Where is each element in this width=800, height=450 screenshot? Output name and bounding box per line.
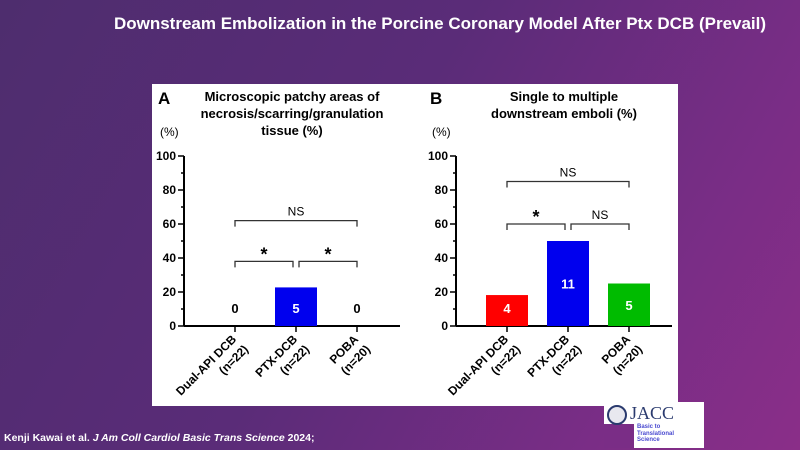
figure-panel: A Microscopic patchy areas of necrosis/sca…	[152, 84, 678, 406]
y-axis-label: (%)	[160, 125, 179, 139]
significance-label: *	[324, 244, 331, 264]
significance-label: NS	[560, 166, 577, 180]
logo-seal-icon	[607, 405, 627, 425]
citation-journal: J Am Coll Cardiol Basic Trans Science	[92, 432, 285, 444]
citation-year: 2024;	[287, 432, 315, 444]
bar	[547, 241, 589, 326]
panel-letter: B	[430, 89, 442, 108]
bar-count-label: 5	[292, 301, 299, 316]
y-tick-label: 0	[169, 319, 176, 333]
bar-count-label: 0	[231, 301, 238, 316]
significance-bracket	[234, 260, 294, 268]
logo-subtitle: Basic to Translational Science	[637, 424, 675, 443]
y-tick-label: 80	[435, 183, 449, 197]
chart-title-line: Single to multiple	[510, 89, 618, 104]
y-tick-label: 60	[435, 217, 449, 231]
bar-count-label: 0	[353, 301, 360, 316]
y-tick-label: 20	[163, 285, 177, 299]
significance-bracket	[298, 260, 358, 268]
citation: Kenji Kawai et al. J Am Coll Cardiol Bas…	[4, 432, 314, 444]
bar-count-label: 5	[625, 298, 632, 313]
chart-title-line: necrosis/scarring/granulation	[201, 106, 384, 121]
significance-bracket	[570, 223, 630, 230]
y-tick-label: 60	[163, 217, 177, 231]
citation-authors: Kenji Kawai et al.	[4, 432, 90, 444]
chart-title-line: Microscopic patchy areas of	[205, 89, 381, 104]
y-tick-label: 100	[156, 149, 176, 163]
logo-band	[604, 424, 634, 448]
y-tick-label: 40	[163, 251, 177, 265]
significance-label: *	[260, 244, 267, 264]
significance-label: NS	[592, 208, 609, 222]
chart-title-line: tissue (%)	[261, 123, 322, 138]
slide-title: Downstream Embolization in the Porcine C…	[113, 14, 767, 33]
y-tick-label: 80	[163, 183, 177, 197]
bar	[275, 287, 317, 326]
significance-bracket	[234, 219, 358, 227]
panel-letter: A	[158, 89, 170, 108]
y-axis-label: (%)	[432, 125, 451, 139]
significance-bracket	[506, 223, 566, 230]
y-tick-label: 20	[435, 285, 449, 299]
significance-label: *	[532, 207, 539, 227]
bar-count-label: 11	[561, 277, 575, 292]
significance-bracket	[506, 180, 630, 188]
y-tick-label: 0	[441, 319, 448, 333]
y-tick-label: 40	[435, 251, 449, 265]
significance-label: NS	[288, 205, 305, 219]
bar	[608, 283, 650, 326]
bar-count-label: 4	[503, 301, 511, 316]
logo-name: JACC	[630, 403, 675, 423]
y-tick-label: 100	[428, 149, 448, 163]
jacc-logo: JACC Basic to Translational Science	[604, 402, 704, 448]
charts-svg: A Microscopic patchy areas of necrosis/sca…	[156, 89, 672, 398]
chart-title-line: downstream emboli (%)	[491, 106, 637, 121]
bar	[486, 295, 528, 326]
